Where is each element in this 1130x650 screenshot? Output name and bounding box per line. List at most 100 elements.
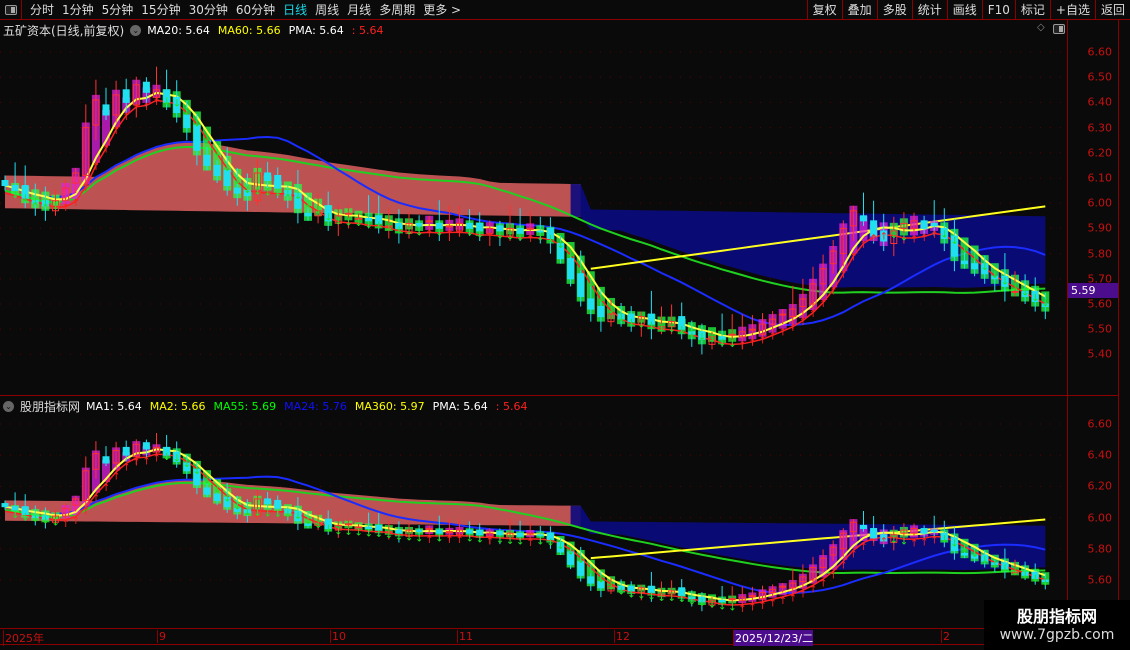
candle-body[interactable]	[708, 336, 716, 345]
candle-body[interactable]	[526, 532, 534, 535]
candle-body[interactable]	[264, 172, 272, 182]
candle-body[interactable]	[567, 258, 575, 280]
candle-body[interactable]	[334, 524, 342, 531]
candle-body[interactable]	[698, 596, 706, 603]
candle-body[interactable]	[880, 230, 888, 242]
candle-body[interactable]	[981, 263, 989, 275]
candle-body[interactable]	[213, 493, 221, 501]
candle-body[interactable]	[284, 509, 292, 514]
candle-body[interactable]	[769, 588, 777, 593]
candle-body[interactable]	[122, 446, 130, 456]
candle-body[interactable]	[375, 215, 383, 224]
candle-body[interactable]	[678, 316, 686, 330]
candle-body[interactable]	[971, 554, 979, 559]
candle-body[interactable]	[789, 582, 797, 589]
candle-body[interactable]	[31, 200, 39, 204]
candle-body[interactable]	[688, 596, 696, 600]
candle-body[interactable]	[344, 523, 352, 526]
candle-body[interactable]	[233, 187, 241, 194]
candle-body[interactable]	[183, 114, 191, 129]
toolbar-button[interactable]: 叠加	[841, 0, 877, 20]
period-tab[interactable]: 60分钟	[235, 3, 276, 17]
candle-body[interactable]	[799, 576, 807, 583]
candle-body[interactable]	[243, 190, 251, 197]
candle-body[interactable]	[456, 222, 463, 232]
candle-body[interactable]	[587, 576, 595, 584]
candle-body[interactable]	[738, 331, 746, 338]
candle-body[interactable]	[193, 124, 201, 151]
candle-body[interactable]	[1031, 290, 1039, 302]
period-tab[interactable]: 15分钟	[141, 3, 181, 17]
candle-body[interactable]	[142, 81, 150, 93]
candle-body[interactable]	[355, 217, 362, 220]
candle-body[interactable]	[759, 591, 766, 600]
candle-body[interactable]	[102, 104, 110, 116]
candle-body[interactable]	[1041, 579, 1049, 583]
candle-body[interactable]	[466, 222, 474, 229]
candle-body[interactable]	[294, 192, 302, 209]
period-tab[interactable]: 周线	[315, 3, 340, 17]
candle-body[interactable]	[647, 585, 655, 593]
toolbar-button[interactable]: 复权	[806, 0, 842, 20]
candle-body[interactable]	[82, 127, 90, 176]
candle-body[interactable]	[809, 283, 817, 305]
candle-body[interactable]	[910, 220, 918, 229]
candle-body[interactable]	[1001, 275, 1009, 287]
candle-body[interactable]	[829, 546, 837, 556]
panel-toggle-button[interactable]	[0, 0, 22, 20]
candle-body[interactable]	[789, 308, 797, 318]
candle-body[interactable]	[395, 529, 403, 534]
candle-body[interactable]	[385, 225, 393, 228]
candle-body[interactable]	[678, 587, 686, 597]
candle-body[interactable]	[52, 515, 59, 523]
candle-body[interactable]	[324, 205, 332, 222]
candle-body[interactable]	[557, 243, 564, 260]
candle-body[interactable]	[536, 230, 544, 233]
toolbar-button[interactable]: 画线	[946, 0, 982, 20]
candle-body[interactable]	[425, 528, 433, 531]
candle-body[interactable]	[435, 529, 443, 534]
toolbar-button[interactable]: 统计	[911, 0, 947, 20]
candle-body[interactable]	[829, 250, 837, 265]
candle-body[interactable]	[112, 94, 120, 116]
candle-body[interactable]	[506, 227, 514, 237]
candle-body[interactable]	[930, 222, 938, 227]
candle-body[interactable]	[92, 99, 100, 126]
candle-body[interactable]	[819, 557, 827, 569]
candle-body[interactable]	[516, 532, 524, 537]
candle-body[interactable]	[466, 529, 474, 534]
candle-body[interactable]	[698, 331, 706, 340]
candle-body[interactable]	[546, 227, 554, 239]
candle-body[interactable]	[173, 96, 181, 113]
candle-body[interactable]	[274, 174, 282, 189]
candle-body[interactable]	[72, 172, 80, 184]
candle-body[interactable]	[112, 450, 120, 464]
candle-body[interactable]	[961, 552, 968, 556]
candle-body[interactable]	[304, 523, 312, 526]
candle-body[interactable]	[900, 222, 908, 229]
candle-body[interactable]	[254, 172, 261, 202]
candle-body[interactable]	[910, 528, 918, 534]
candle-body[interactable]	[930, 529, 938, 533]
candle-body[interactable]	[860, 215, 867, 222]
candle-body[interactable]	[183, 462, 191, 472]
candle-body[interactable]	[1021, 290, 1029, 297]
candle-body[interactable]	[647, 313, 655, 325]
candle-body[interactable]	[294, 510, 302, 522]
candle-body[interactable]	[627, 585, 635, 592]
candle-body[interactable]	[1041, 303, 1049, 308]
period-tab[interactable]: 30分钟	[188, 3, 228, 17]
candle-body[interactable]	[355, 526, 362, 529]
dropdown-icon[interactable]: ⌄	[3, 401, 14, 412]
candle-body[interactable]	[476, 529, 484, 536]
candle-body[interactable]	[799, 298, 807, 308]
candle-body[interactable]	[890, 230, 898, 245]
candle-body[interactable]	[324, 518, 332, 530]
candle-body[interactable]	[132, 443, 140, 458]
candle-body[interactable]	[991, 562, 999, 565]
candle-body[interactable]	[82, 470, 90, 501]
candle-body[interactable]	[961, 260, 968, 265]
candle-body[interactable]	[243, 509, 251, 514]
candle-body[interactable]	[940, 532, 948, 540]
period-tab[interactable]: 5分钟	[101, 3, 134, 17]
